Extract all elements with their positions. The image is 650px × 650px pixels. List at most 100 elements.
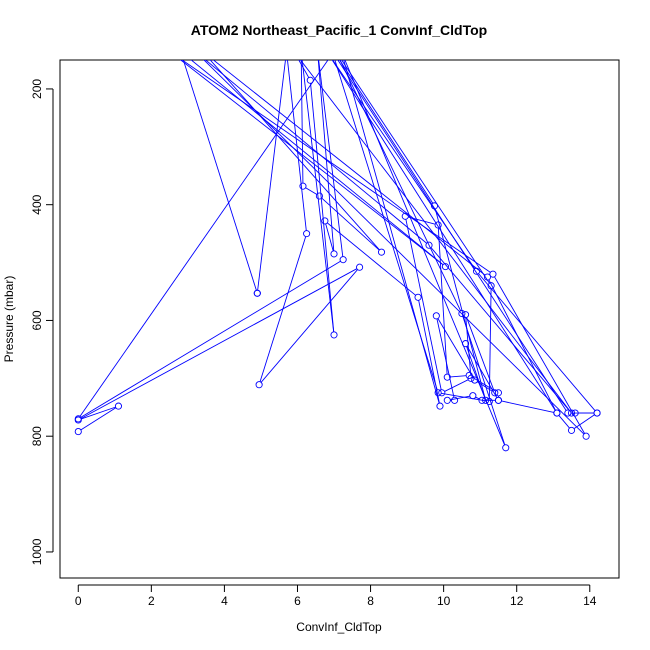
- series-segment: [179, 60, 444, 266]
- data-point: [436, 402, 444, 410]
- y-axis-label: Pressure (mbar): [2, 276, 16, 363]
- data-point: [339, 256, 347, 264]
- data-point: [482, 396, 490, 404]
- data-point: [487, 282, 495, 290]
- series-segment: [501, 400, 554, 413]
- data-point: [461, 311, 470, 319]
- data-point: [434, 221, 442, 229]
- series-segment: [79, 60, 329, 417]
- x-tick-label: 6: [294, 594, 301, 608]
- series-segment: [558, 415, 570, 429]
- y-axis: 200 400 600 800 1000: [30, 79, 54, 565]
- chart-title: ATOM2 Northeast_Pacific_1 ConvInf_CldTop: [191, 22, 487, 38]
- data-point: [471, 376, 479, 384]
- series-segment: [318, 60, 344, 257]
- data-point: [338, 48, 344, 54]
- x-axis-label: ConvInf_CldTop: [296, 620, 382, 634]
- data-point: [483, 273, 492, 281]
- data-point: [489, 270, 497, 278]
- series-segment: [190, 60, 444, 266]
- data-point: [324, 48, 330, 54]
- data-point: [571, 409, 579, 417]
- series-segment: [430, 247, 570, 411]
- data-point: [330, 250, 338, 258]
- series-segment: [465, 317, 472, 376]
- data-point: [425, 241, 433, 249]
- data-point: [303, 230, 311, 238]
- x-tick-label: 12: [510, 594, 524, 608]
- data-point: [331, 48, 337, 54]
- data-point: [485, 397, 493, 406]
- data-point: [329, 48, 335, 54]
- data-point: [253, 289, 261, 297]
- data-point: [443, 396, 451, 404]
- data-point: [469, 392, 477, 400]
- y-tick-label: 600: [30, 310, 44, 330]
- plot-area-frame: [59, 59, 620, 579]
- data-point: [472, 267, 481, 275]
- series-segment: [418, 300, 440, 404]
- series-segment: [405, 219, 442, 390]
- series-segment: [434, 208, 486, 398]
- data-point: [502, 444, 510, 452]
- series-segment: [337, 60, 567, 411]
- series-segment: [287, 60, 307, 231]
- series-segment: [466, 317, 495, 391]
- series-segment: [343, 60, 440, 404]
- series-segment: [80, 260, 341, 418]
- series-segment: [408, 216, 436, 225]
- y-tick-label: 400: [30, 194, 44, 214]
- series-segment: [450, 395, 470, 401]
- data-point: [467, 374, 475, 382]
- data-point: [567, 426, 576, 434]
- series-segment: [300, 60, 304, 184]
- data-point: [491, 389, 499, 397]
- data-point: [494, 389, 502, 397]
- series-segment: [212, 60, 486, 276]
- series-segment: [573, 414, 595, 430]
- data-point: [283, 48, 289, 54]
- y-tick-label: 1000: [30, 538, 44, 565]
- data-point: [298, 48, 304, 54]
- data-point: [461, 340, 470, 348]
- data-point: [443, 373, 451, 381]
- series-lines: [79, 60, 596, 446]
- data-point: [315, 192, 323, 200]
- series-segment: [310, 83, 335, 332]
- x-tick-label: 8: [367, 594, 374, 608]
- series-segment: [444, 379, 469, 392]
- series-segment: [437, 228, 448, 375]
- series-points: [74, 48, 601, 452]
- series-segment: [488, 279, 556, 411]
- series-segment: [462, 316, 506, 445]
- x-tick-label: 0: [75, 594, 82, 608]
- series-segment: [209, 60, 380, 251]
- series-segment: [298, 60, 310, 78]
- data-point: [74, 415, 82, 423]
- x-tick-label: 14: [583, 594, 597, 608]
- data-point: [432, 312, 440, 320]
- series-segment: [450, 375, 467, 378]
- data-point: [451, 396, 459, 404]
- x-axis: 0 2 4 6 8 10 12 14: [75, 584, 597, 608]
- data-point: [167, 48, 173, 54]
- data-point: [114, 402, 123, 410]
- data-point: [299, 182, 307, 190]
- series-segment: [339, 60, 461, 311]
- data-point: [74, 428, 82, 436]
- series-segment: [437, 318, 474, 378]
- series-segment: [466, 346, 486, 398]
- series-segment: [436, 318, 455, 398]
- series-segment: [81, 406, 116, 420]
- data-point: [306, 76, 314, 84]
- data-point: [177, 48, 183, 54]
- data-point: [377, 248, 386, 256]
- series-segment: [325, 223, 334, 252]
- data-point: [593, 409, 601, 417]
- data-point: [321, 217, 329, 225]
- series-segment: [475, 396, 480, 400]
- y-tick-label: 200: [30, 79, 44, 99]
- series-segment: [341, 60, 490, 284]
- data-point: [330, 331, 338, 339]
- series-segment: [80, 268, 358, 419]
